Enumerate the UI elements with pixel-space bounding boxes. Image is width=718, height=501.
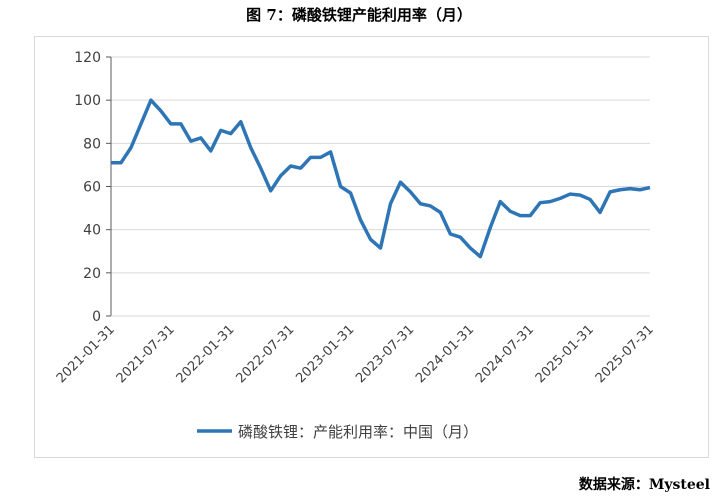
source-note: 数据来源：Mysteel [578,477,710,493]
y-tick-label: 60 [83,180,101,196]
x-tick-label: 2024-07-31 [473,322,537,386]
x-tick-label: 2022-01-31 [174,322,238,386]
series-line [111,98,651,259]
x-tick-label: 2024-01-31 [413,322,477,386]
y-tick-label: 20 [83,266,101,282]
legend-label: 磷酸铁锂：产能利用率：中国（月） [238,423,478,441]
y-tick-label: 120 [74,50,101,66]
x-tick-label: 2025-01-31 [533,322,597,386]
x-tick-label: 2021-01-31 [54,322,118,386]
x-tick-label: 2023-07-31 [353,322,417,386]
x-tick-label: 2021-07-31 [114,322,178,386]
y-tick-label: 40 [83,223,101,239]
y-tick-label: 80 [83,136,101,152]
x-tick-label: 2023-01-31 [293,322,357,386]
chart-title: 图 7：磷酸铁锂产能利用率（月） [246,6,472,24]
y-tick-label: 0 [92,309,101,325]
chart-frame [34,36,709,458]
y-tick-label: 100 [74,93,101,109]
x-tick-label: 2025-07-31 [593,322,657,386]
x-tick-label: 2022-07-31 [233,322,297,386]
